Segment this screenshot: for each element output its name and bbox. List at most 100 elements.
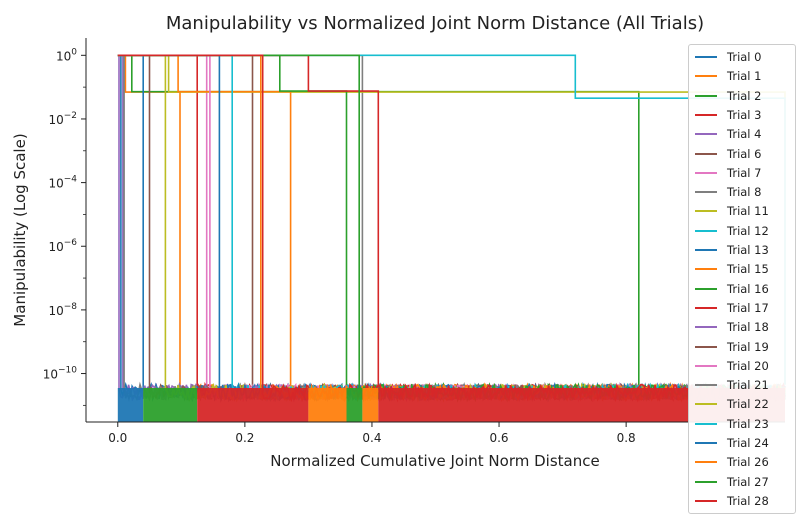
legend-item: Trial 21 — [695, 377, 769, 393]
legend-swatch — [695, 306, 717, 309]
series-line — [117, 54, 786, 403]
legend-item: Trial 23 — [695, 416, 769, 432]
legend-swatch — [695, 442, 717, 444]
legend-swatch — [695, 94, 717, 97]
legend-item: Trial 7 — [695, 165, 761, 181]
legend-label: Trial 22 — [727, 397, 769, 412]
legend-item: Trial 6 — [695, 146, 761, 162]
legend-swatch — [695, 403, 717, 406]
legend-swatch — [695, 229, 717, 232]
legend-label: Trial 23 — [727, 416, 769, 431]
x-tick-label: 0.2 — [235, 431, 254, 445]
baseline-band — [346, 388, 363, 422]
legend-swatch — [695, 113, 717, 116]
legend-label: Trial 28 — [727, 493, 769, 508]
legend-label: Trial 3 — [727, 107, 762, 122]
legend-item: Trial 24 — [695, 435, 769, 451]
legend-label: Trial 2 — [727, 88, 762, 103]
legend-swatch — [695, 287, 717, 290]
legend-item: Trial 18 — [695, 319, 769, 335]
legend-item: Trial 19 — [695, 339, 769, 355]
baseline-band — [362, 388, 379, 422]
series-line — [117, 54, 786, 403]
series-line — [117, 54, 785, 402]
y-tick-label: 10−2 — [48, 111, 77, 127]
series-line — [117, 54, 786, 385]
legend-label: Trial 17 — [727, 300, 769, 315]
legend-label: Trial 13 — [727, 243, 769, 257]
series-line — [117, 54, 786, 403]
legend-label: Trial 6 — [727, 146, 762, 161]
legend-item: Trial 22 — [695, 396, 769, 412]
legend: Trial 0 Trial 1 Trial 2 Trial 3 Trial 4 Trial… — [688, 44, 796, 514]
chart-figure: Manipulability vs Normalized Joint Norm … — [11, 13, 786, 470]
series-line — [117, 54, 786, 402]
x-tick-label: 0.4 — [362, 431, 381, 445]
series-line — [117, 54, 786, 403]
legend-swatch — [695, 384, 717, 387]
legend-swatch — [695, 191, 717, 194]
x-tick-label: 0.6 — [489, 431, 508, 445]
legend-label: Trial 11 — [727, 204, 769, 219]
legend-label: Trial 24 — [727, 436, 769, 450]
series-line — [117, 54, 786, 403]
legend-item: Trial 11 — [695, 203, 769, 219]
y-axis-label: Manipulability (Log Scale) — [11, 133, 29, 326]
legend-item: Trial 3 — [695, 107, 761, 123]
legend-label: Trial 8 — [727, 185, 762, 200]
legend-swatch — [695, 268, 717, 271]
legend-label: Trial 1 — [727, 69, 762, 84]
legend-swatch — [695, 210, 717, 213]
series-line — [117, 54, 786, 403]
series-line — [117, 54, 786, 403]
legend-item: Trial 28 — [695, 493, 769, 509]
x-tick-label: 0.0 — [108, 431, 127, 445]
y-tick-label: 10−6 — [48, 238, 77, 254]
legend-item: Trial 4 — [695, 126, 761, 142]
legend-item: Trial 2 — [695, 88, 761, 104]
series-line — [117, 54, 786, 402]
legend-label: Trial 27 — [727, 474, 769, 489]
legend-item: Trial 26 — [695, 454, 769, 470]
legend-swatch — [695, 364, 717, 367]
legend-label: Trial 21 — [727, 378, 769, 393]
x-axis-label: Normalized Cumulative Joint Norm Distanc… — [270, 452, 599, 470]
legend-label: Trial 18 — [727, 320, 769, 335]
series-line — [117, 54, 786, 403]
legend-label: Trial 7 — [727, 165, 762, 180]
chart-title: Manipulability vs Normalized Joint Norm … — [166, 13, 704, 34]
y-tick-label: 10−8 — [48, 302, 77, 318]
legend-item: Trial 20 — [695, 358, 769, 374]
legend-item: Trial 8 — [695, 184, 761, 200]
legend-swatch — [695, 345, 717, 348]
series-line — [117, 54, 785, 403]
legend-item: Trial 12 — [695, 223, 769, 239]
series-line — [117, 54, 785, 403]
legend-item: Trial 13 — [695, 242, 769, 258]
baseline-band — [308, 388, 347, 422]
y-tick-label: 10−10 — [43, 366, 78, 382]
legend-label: Trial 19 — [727, 339, 769, 354]
series-line — [117, 54, 786, 403]
legend-swatch — [695, 171, 717, 174]
legend-swatch — [695, 152, 717, 155]
legend-item: Trial 27 — [695, 474, 769, 490]
series-line — [117, 54, 786, 403]
legend-swatch — [695, 133, 717, 136]
legend-swatch — [695, 499, 717, 502]
plot-area — [117, 54, 786, 422]
legend-label: Trial 15 — [727, 262, 769, 277]
series-line — [117, 54, 786, 403]
legend-label: Trial 0 — [727, 50, 762, 64]
baseline-band — [117, 388, 144, 422]
legend-item: Trial 15 — [695, 261, 769, 277]
x-tick-label: 0.8 — [617, 431, 636, 445]
series-line — [117, 54, 786, 403]
legend-swatch — [695, 75, 717, 78]
y-tick-label: 100 — [56, 47, 77, 63]
legend-swatch — [695, 480, 717, 483]
axes: 0.0 0.2 0.4 0.6 0.8 100 10−2 10−4 10−6 10−8 10−10 — [43, 38, 785, 445]
legend-swatch — [695, 461, 717, 464]
legend-swatch — [695, 422, 717, 425]
legend-label: Trial 12 — [727, 223, 769, 238]
